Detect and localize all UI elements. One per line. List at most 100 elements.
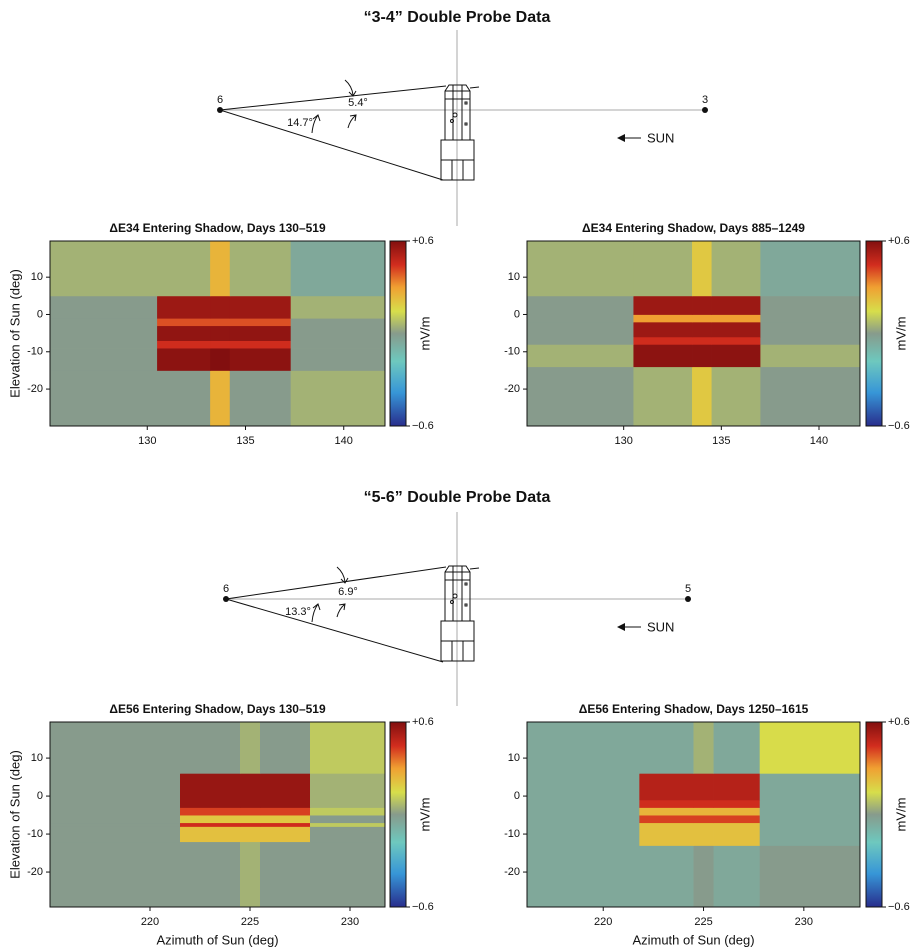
heatmap-cell [633,314,693,323]
y-tick-label: 0 [37,790,43,802]
heatmap-cell [693,773,714,801]
heatmap-cell [310,773,386,808]
sun-arrow-head [617,134,625,142]
colorbar-tick-label: +0.6 [412,235,434,247]
heatmap-cell [713,773,761,801]
plot-frame [526,721,861,908]
heatmap-cell [639,822,694,846]
heatmap-cell [633,336,693,345]
x-tick-label: 130 [614,435,632,447]
probe-label: 6 [223,583,229,595]
x-tick-label: 230 [341,916,359,928]
heatmap-cell [711,241,761,297]
heatmap-cell [527,822,640,846]
heatmap-cell [693,845,714,908]
heatmap-cell [310,815,386,824]
heatmap-cell [639,799,694,808]
heatmap-panel: ΔE56 Entering Shadow, Days 130–519 220 225… [7,702,433,947]
plot-frame [49,240,386,427]
heatmap-cell [240,722,261,774]
angle-arrow [336,603,346,618]
heatmap-panel: ΔE34 Entering Shadow, Days 885–1249 130 13… [504,221,910,447]
y-tick-label: 10 [31,752,43,764]
heatmap-panel: ΔE34 Entering Shadow, Days 130–519 130 135… [7,221,433,447]
plot-frame [49,721,386,908]
heatmap-cell [157,370,211,427]
y-tick-label: -20 [27,383,43,395]
colorbar [389,240,407,427]
heatmap-cell [50,370,158,427]
x-tick-label: 225 [241,916,259,928]
heatmap-cell [633,344,693,368]
heatmap-cell [229,325,292,341]
heatmap-cell [157,325,211,341]
probe-label: 6 [217,94,223,106]
heatmap-cell [713,807,761,816]
panel-title: ΔE34 Entering Shadow, Days 130–519 [109,221,326,235]
heatmap-cell [240,826,261,843]
heatmap-cell [713,722,761,774]
y-axis-label: Elevation of Sun (deg) [7,750,22,879]
colorbar-tick-label: −0.6 [888,901,910,913]
colorbar-label: mV/m [893,317,908,351]
heatmap-cell [50,348,158,371]
heatmap-cell [639,845,694,908]
probe [685,596,691,602]
x-tick-label: 140 [810,435,828,447]
heatmap-cell [180,807,241,816]
sun-arrow-head [617,623,625,631]
probe-line [225,598,444,663]
heatmap-cell [759,722,861,774]
colorbar-tick-label: −0.6 [888,420,910,432]
angle-arrow [344,79,357,97]
heatmap-cell [633,366,693,427]
heatmap-cell [759,822,861,846]
heatmap-cell [711,295,761,315]
x-tick-label: 130 [138,435,156,447]
sun-label: SUN [647,619,674,634]
heatmap-cell [50,318,158,327]
heatmap-cell [527,336,634,345]
heatmap-cell [639,773,694,801]
colorbar-tick-label: −0.6 [412,420,434,432]
heatmap-cell [692,336,712,345]
heatmap-cell [290,348,386,371]
heatmap-cell [260,722,311,774]
angle-arrow [311,603,321,623]
heatmap-cell [229,241,292,297]
heatmap-cell [210,348,231,371]
heatmap-cell [760,295,861,315]
heatmap-cell [180,815,241,824]
angle-label: 14.7° [287,117,313,129]
heatmap-cell [290,295,386,319]
colorbar-tick-label: +0.6 [412,716,434,728]
panel-title: ΔE34 Entering Shadow, Days 885–1249 [582,221,805,235]
spacecraft [440,84,480,181]
heatmap-cell [290,241,386,297]
y-tick-label: -10 [504,346,520,358]
x-tick-label: 140 [335,435,353,447]
heatmap-cell [50,773,181,808]
colorbar-tick-label: +0.6 [888,235,910,247]
heatmap-cell [210,325,231,341]
heatmap-cell [290,318,386,327]
y-tick-label: 0 [514,308,520,320]
probe [223,596,229,602]
heatmap-cell [260,773,311,808]
angle-arrow [311,114,321,134]
heatmap-cell [527,807,640,816]
heatmap-cell [527,321,634,338]
heatmap-cell [229,340,292,349]
heatmap-cell [50,295,158,319]
x-axis-label: Azimuth of Sun (deg) [632,932,754,947]
heatmap-cell [693,799,714,808]
y-tick-label: -20 [27,866,43,878]
heatmap-cell [240,841,261,908]
heatmap-cell [157,295,211,319]
heatmap-cell [692,321,712,338]
angle-arrow [347,114,357,129]
heatmap-cell [713,799,761,808]
heatmap-cell [527,722,640,774]
heatmap-cell [50,841,181,908]
heatmap-cell [527,344,634,368]
